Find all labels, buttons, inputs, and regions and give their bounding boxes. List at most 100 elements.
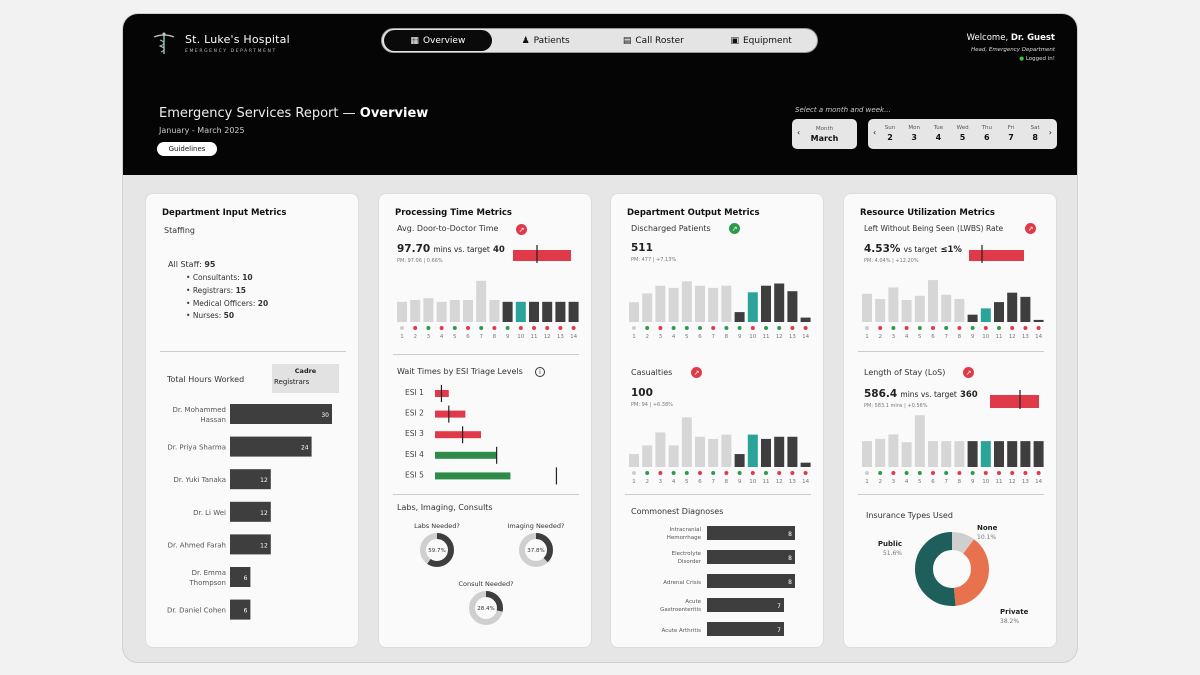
tick-label: 2 <box>413 334 417 340</box>
bar <box>967 314 978 322</box>
week-day[interactable]: Mon 3 <box>904 125 924 142</box>
day-date: 5 <box>959 133 966 142</box>
status-dot <box>684 326 689 330</box>
tick-label: 12 <box>544 334 551 340</box>
card-title: Resource Utilization Metrics <box>860 208 995 218</box>
tick-label: 12 <box>1009 479 1016 485</box>
diagnosis-label: Acute <box>685 599 701 605</box>
status-dot <box>698 471 702 475</box>
bar <box>410 300 421 322</box>
bar <box>862 441 872 467</box>
bar <box>800 462 811 467</box>
tick-label: 14 <box>1035 479 1042 485</box>
info-icon[interactable]: i <box>535 367 545 377</box>
tick-label: 7 <box>944 479 948 485</box>
tab-overview[interactable]: ▦ Overview <box>384 30 492 51</box>
diagnosis-value: 8 <box>788 531 792 538</box>
los-label: Length of Stay (LoS) <box>864 368 946 377</box>
bar <box>708 287 719 322</box>
tab-call-roster[interactable]: ▤ Call Roster <box>600 30 708 51</box>
bar <box>655 432 666 467</box>
month-selector[interactable]: ‹ Month March <box>792 119 857 149</box>
divider <box>625 494 811 495</box>
tick-label: 10 <box>517 334 524 340</box>
hours-label: Dr. Yuki Tanaka <box>173 476 226 484</box>
staff-label: Nurses: <box>192 311 222 321</box>
los-unit: mins vs. target <box>900 390 957 399</box>
trend-up-icon: ↗ <box>516 224 527 235</box>
tick-label: 6 <box>931 334 935 340</box>
hours-bar <box>230 567 251 587</box>
welcome-prefix: Welcome, <box>966 33 1009 43</box>
week-day[interactable]: Wed 5 <box>953 125 973 142</box>
donut-text: 28.4% <box>477 606 494 612</box>
lwbs-bullet <box>969 245 1024 263</box>
tick-label: 13 <box>557 334 564 340</box>
chevron-right-icon[interactable]: › <box>1048 128 1052 137</box>
bar <box>994 441 1004 467</box>
hours-value: 30 <box>321 412 329 419</box>
bar <box>980 441 991 467</box>
bar <box>476 280 487 322</box>
status-dot <box>737 471 742 475</box>
chevron-left-icon[interactable]: ‹ <box>873 128 877 137</box>
day-name: Tue <box>933 125 944 131</box>
tick-label: 13 <box>789 479 796 485</box>
week-day[interactable]: Thu 6 <box>977 125 997 142</box>
status-dot <box>671 326 676 330</box>
bar <box>747 434 758 467</box>
status-dot <box>645 471 650 475</box>
tick-label: 5 <box>453 334 457 340</box>
status-dot <box>1036 326 1041 330</box>
week-day[interactable]: Tue 4 <box>928 125 948 142</box>
status-dot <box>684 471 689 475</box>
tick-label: 14 <box>570 334 577 340</box>
tick-label: 11 <box>763 334 770 340</box>
day-date: 8 <box>1032 133 1038 142</box>
tab-label: Overview <box>422 35 466 46</box>
status-dot <box>558 326 563 330</box>
divider <box>858 494 1044 495</box>
bar <box>941 441 952 467</box>
chevron-left-icon[interactable]: ‹ <box>797 128 801 137</box>
guidelines-button[interactable]: Guidelines <box>157 142 217 156</box>
status-dot <box>750 471 755 475</box>
tick-label: 3 <box>659 479 663 485</box>
week-day[interactable]: Sat 8 <box>1025 125 1045 142</box>
briefcase-icon: ▣ <box>730 35 739 46</box>
pie-slice <box>915 532 989 606</box>
week-day[interactable]: Sun 2 <box>880 125 900 142</box>
tab-patients[interactable]: ♟ Patients <box>492 30 600 51</box>
tick-label: 8 <box>725 479 729 485</box>
status-dot <box>1036 471 1041 475</box>
bar <box>928 280 938 322</box>
day-name: Sat <box>1030 125 1040 131</box>
user-name: Dr. Guest <box>1010 33 1055 43</box>
diagnosis-label: Disorder <box>678 559 702 565</box>
donut-label: Labs Needed? <box>414 522 460 530</box>
status-dot <box>466 326 470 330</box>
esi-label: ESI 4 <box>405 450 424 459</box>
bar <box>787 436 798 467</box>
tick-label: 9 <box>506 334 510 340</box>
bar <box>994 302 1004 322</box>
tick-label: 3 <box>892 334 896 340</box>
status-dot <box>957 326 962 330</box>
week-selector[interactable]: ‹ › Sun 2 Mon 3 Tue 4 Wed 5 Thu 6 Fri 7 Sat 8 <box>868 119 1057 149</box>
output-card: Department Output Metrics Discharged Pat… <box>610 193 824 648</box>
card-title: Department Input Metrics <box>162 208 287 218</box>
lwbs-chart: 1 2 3 4 5 6 7 8 9 10 11 12 13 14 <box>862 280 1044 340</box>
status-dot <box>803 471 808 475</box>
cadre-filter[interactable]: Cadre Registrars <box>272 364 339 393</box>
status-dot <box>750 326 755 330</box>
week-day[interactable]: Fri 7 <box>1001 125 1021 142</box>
status-dot <box>865 326 869 330</box>
tick-label: 14 <box>802 479 809 485</box>
tick-label: 1 <box>400 334 404 340</box>
donut-text: 59.7% <box>428 548 445 554</box>
processing-card: Processing Time Metrics Avg. Door-to-Doc… <box>378 193 592 648</box>
staffing-label: Staffing <box>164 226 195 235</box>
status-dot <box>957 471 962 475</box>
bar <box>1020 441 1031 467</box>
tab-equipment[interactable]: ▣ Equipment <box>707 30 815 51</box>
